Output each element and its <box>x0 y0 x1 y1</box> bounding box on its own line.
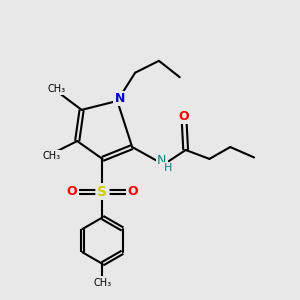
Text: O: O <box>179 110 190 123</box>
Text: H: H <box>164 163 172 173</box>
Text: S: S <box>98 184 107 199</box>
Text: N: N <box>157 154 167 167</box>
Text: N: N <box>115 92 125 105</box>
FancyBboxPatch shape <box>95 186 110 198</box>
Text: CH₃: CH₃ <box>93 278 112 288</box>
Text: CH₃: CH₃ <box>47 84 65 94</box>
Text: O: O <box>67 185 77 198</box>
Text: O: O <box>128 185 138 198</box>
Text: CH₃: CH₃ <box>43 151 61 161</box>
